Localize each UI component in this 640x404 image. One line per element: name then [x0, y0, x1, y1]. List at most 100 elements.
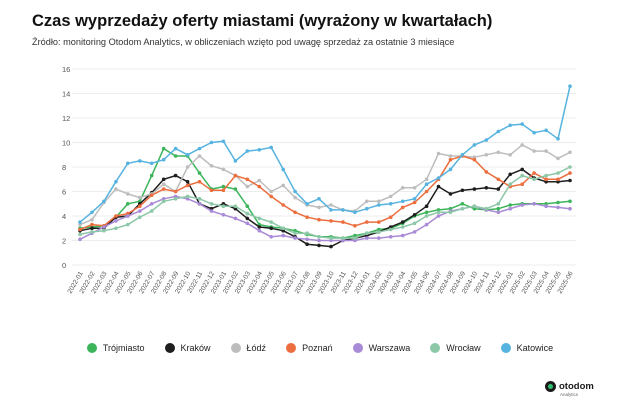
data-point	[400, 186, 405, 190]
data-point	[496, 129, 501, 134]
brand-subtitle: Analytics	[560, 392, 579, 397]
data-point	[269, 145, 274, 150]
data-point	[269, 194, 274, 199]
data-point	[484, 153, 489, 157]
data-point	[341, 236, 345, 240]
data-point	[126, 214, 130, 218]
data-point	[173, 154, 178, 158]
data-point	[496, 210, 501, 215]
data-point	[388, 235, 393, 239]
data-point	[436, 176, 441, 180]
data-point	[90, 230, 94, 234]
data-point	[317, 197, 321, 201]
x-axis-ticks: 2022-012022-022022-032022-042022-052022-…	[67, 270, 575, 295]
series-line	[79, 195, 571, 242]
legend-item: Łódź	[230, 343, 267, 353]
data-point	[424, 204, 429, 208]
legend-marker	[286, 343, 297, 353]
data-point	[78, 222, 82, 227]
series-lines	[78, 84, 572, 249]
data-point	[460, 202, 465, 206]
data-point	[209, 202, 214, 206]
data-point	[448, 157, 453, 162]
legend-item: Warszawa	[352, 343, 410, 353]
data-point	[221, 167, 226, 172]
data-point	[173, 197, 178, 201]
data-point	[365, 236, 369, 240]
data-point	[472, 187, 477, 191]
series-warszawa	[78, 194, 572, 243]
legend-marker	[352, 343, 363, 353]
data-point	[102, 199, 106, 204]
data-point	[400, 233, 405, 238]
data-point	[568, 178, 572, 183]
data-point	[532, 177, 536, 182]
data-point	[233, 204, 238, 208]
data-point	[293, 231, 297, 235]
data-point	[197, 202, 202, 206]
data-point	[221, 213, 226, 217]
data-point	[353, 224, 357, 228]
chart-legend: Trójmiasto Kraków Łódź Poznań Warszawa Wrocła…	[0, 343, 640, 353]
data-point	[197, 171, 202, 175]
data-point	[532, 171, 536, 175]
legend-item: Kraków	[164, 343, 211, 353]
data-point	[329, 244, 333, 249]
y-tick-label: 14	[62, 90, 70, 99]
data-point	[484, 186, 489, 190]
data-point	[221, 188, 226, 193]
data-point	[400, 225, 405, 229]
data-point	[293, 195, 297, 200]
data-point	[269, 189, 274, 194]
legend-label: Łódź	[246, 343, 267, 353]
data-point	[508, 123, 512, 128]
data-point	[257, 148, 262, 152]
data-point	[544, 177, 548, 182]
data-point	[185, 179, 190, 184]
brand-logo: otodom	[545, 381, 594, 392]
data-point	[388, 202, 393, 206]
data-point	[126, 202, 130, 206]
data-point	[568, 165, 572, 169]
data-point	[377, 203, 381, 207]
data-point	[149, 161, 154, 166]
data-point	[197, 179, 202, 184]
y-tick-label: 10	[62, 139, 70, 148]
data-point	[496, 202, 501, 206]
data-point	[472, 206, 477, 211]
data-point	[520, 182, 524, 186]
data-point	[126, 192, 130, 196]
data-point	[341, 208, 345, 212]
data-point	[305, 215, 309, 219]
data-point	[317, 243, 321, 248]
legend-label: Poznań	[302, 343, 333, 353]
data-point	[197, 154, 202, 158]
data-point	[484, 138, 489, 142]
data-point	[424, 182, 429, 186]
data-point	[377, 236, 381, 240]
data-point	[233, 187, 238, 191]
y-tick-label: 0	[62, 261, 66, 270]
data-point	[568, 171, 572, 175]
y-tick-label: 8	[62, 163, 66, 172]
data-point	[568, 206, 572, 211]
data-point	[281, 226, 286, 231]
data-point	[233, 159, 238, 163]
data-point	[209, 188, 214, 193]
series-line	[79, 86, 571, 223]
data-point	[329, 208, 333, 212]
data-point	[281, 203, 286, 207]
data-point	[305, 237, 309, 242]
data-point	[448, 154, 453, 158]
data-point	[388, 227, 393, 232]
data-point	[161, 197, 166, 201]
data-point	[114, 179, 118, 184]
data-point	[388, 225, 393, 229]
data-point	[508, 153, 512, 157]
data-point	[317, 235, 321, 239]
data-point	[329, 203, 333, 207]
data-point	[161, 182, 166, 186]
data-point	[173, 146, 178, 151]
y-tick-label: 2	[62, 237, 66, 246]
data-point	[149, 193, 154, 197]
